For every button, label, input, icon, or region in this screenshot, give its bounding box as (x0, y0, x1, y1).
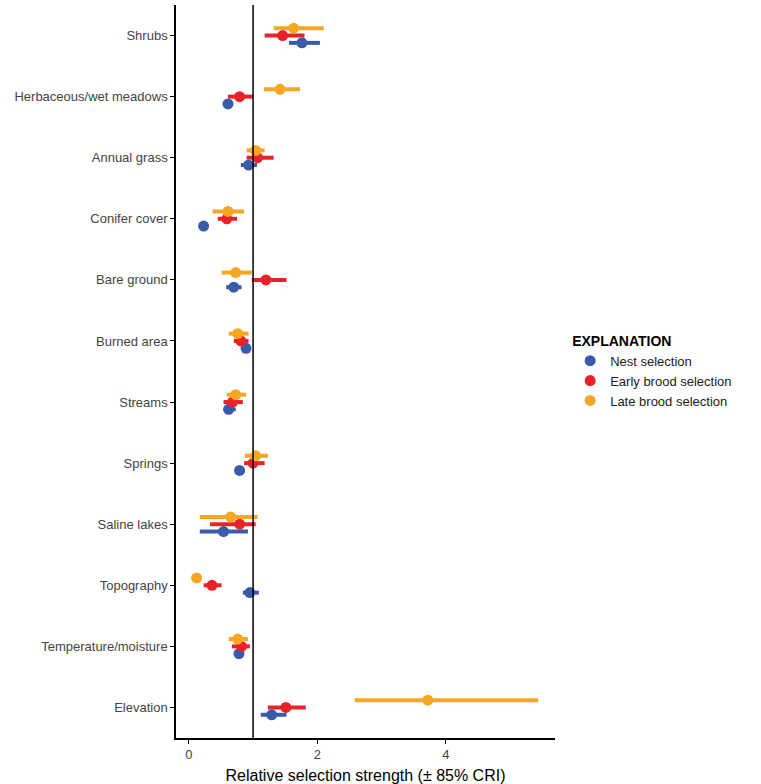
svg-text:4: 4 (442, 747, 449, 762)
svg-text:0: 0 (185, 747, 192, 762)
svg-text:Bare ground: Bare ground (96, 272, 168, 287)
svg-text:Late brood selection: Late brood selection (610, 394, 727, 409)
svg-text:Burned area: Burned area (96, 334, 168, 349)
svg-text:Herbaceous/wet meadows: Herbaceous/wet meadows (14, 89, 168, 104)
svg-text:Conifer cover: Conifer cover (90, 211, 168, 226)
svg-text:2: 2 (314, 747, 321, 762)
svg-text:Early brood selection: Early brood selection (610, 374, 731, 389)
svg-text:Relative selection strength (±: Relative selection strength (± 85% CRI) (225, 767, 505, 784)
svg-text:Springs: Springs (124, 456, 169, 471)
svg-text:EXPLANATION: EXPLANATION (572, 333, 671, 349)
svg-text:Temperature/moisture: Temperature/moisture (41, 639, 167, 654)
svg-text:Saline lakes: Saline lakes (98, 517, 169, 532)
svg-text:Topography: Topography (100, 578, 168, 593)
svg-text:Nest selection: Nest selection (610, 354, 692, 369)
svg-text:Shrubs: Shrubs (126, 28, 168, 43)
svg-text:Streams: Streams (119, 395, 168, 410)
svg-text:Elevation: Elevation (114, 700, 167, 715)
svg-text:Annual grass: Annual grass (92, 150, 168, 165)
